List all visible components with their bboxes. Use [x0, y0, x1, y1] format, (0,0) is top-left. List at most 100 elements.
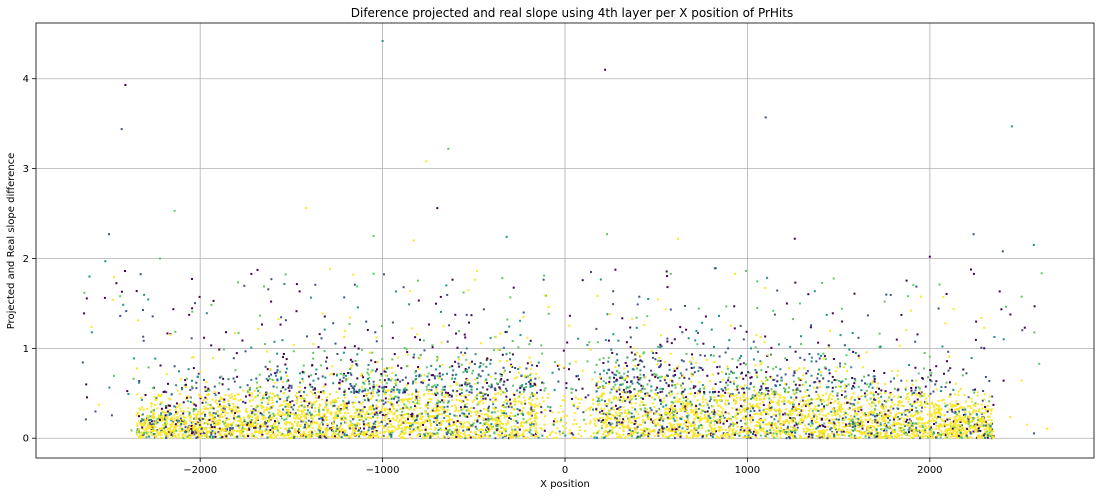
- data-point: [801, 413, 804, 416]
- data-point: [365, 320, 368, 323]
- data-point: [802, 428, 805, 430]
- data-point: [815, 435, 818, 437]
- data-point: [416, 416, 418, 419]
- data-point: [760, 412, 762, 414]
- data-point: [843, 425, 845, 428]
- data-point: [582, 411, 585, 414]
- data-point: [959, 387, 962, 390]
- data-point: [373, 413, 376, 416]
- data-point: [526, 336, 529, 339]
- data-point: [721, 436, 724, 439]
- data-point: [671, 416, 674, 419]
- data-point: [343, 407, 345, 410]
- data-point: [622, 426, 625, 429]
- data-point: [658, 417, 660, 420]
- data-point: [498, 349, 501, 351]
- data-point: [510, 364, 512, 367]
- data-point: [424, 426, 427, 429]
- data-point: [673, 426, 676, 429]
- data-point: [747, 407, 750, 410]
- data-point: [414, 399, 417, 402]
- data-point: [607, 356, 610, 359]
- data-point: [685, 421, 688, 424]
- data-point: [322, 431, 324, 434]
- data-point: [822, 394, 824, 397]
- data-point: [342, 351, 345, 354]
- data-point: [858, 405, 861, 408]
- data-point: [852, 392, 855, 395]
- data-point: [905, 410, 908, 413]
- data-point: [530, 434, 533, 437]
- data-point: [881, 407, 884, 410]
- data-point: [796, 429, 798, 432]
- data-point: [935, 436, 937, 439]
- data-point: [311, 386, 314, 388]
- data-point: [835, 379, 838, 382]
- data-point: [860, 408, 863, 411]
- data-point: [248, 386, 251, 389]
- data-point: [780, 426, 782, 429]
- data-point: [719, 395, 722, 398]
- data-point: [672, 417, 675, 420]
- data-point: [897, 388, 900, 391]
- data-point: [822, 352, 825, 355]
- data-point: [792, 430, 795, 433]
- data-point: [257, 386, 260, 389]
- data-point: [233, 415, 236, 418]
- data-point: [493, 417, 496, 420]
- data-point: [484, 380, 487, 383]
- data-point: [308, 411, 311, 414]
- data-point: [436, 384, 439, 387]
- data-point: [673, 437, 676, 440]
- data-point: [254, 421, 257, 424]
- data-point: [927, 376, 929, 379]
- data-point: [344, 435, 346, 438]
- data-point: [966, 427, 969, 430]
- data-point: [721, 412, 724, 415]
- data-point: [728, 373, 731, 376]
- data-point: [670, 417, 673, 420]
- data-point: [176, 416, 179, 419]
- data-point: [873, 434, 876, 437]
- data-point: [599, 376, 602, 379]
- data-point: [753, 428, 756, 431]
- data-point: [960, 435, 963, 437]
- data-point: [969, 413, 972, 416]
- data-point: [344, 412, 346, 415]
- data-point: [529, 361, 532, 364]
- data-point: [896, 436, 899, 439]
- data-point: [943, 402, 946, 405]
- data-point: [596, 417, 599, 420]
- data-point: [694, 385, 697, 388]
- data-point: [143, 424, 146, 427]
- data-point: [331, 372, 334, 375]
- data-point: [991, 434, 994, 437]
- data-point: [365, 395, 367, 397]
- data-point: [848, 420, 851, 423]
- data-point: [955, 413, 958, 416]
- data-point: [830, 427, 833, 429]
- data-point: [933, 411, 936, 414]
- data-point: [494, 397, 497, 399]
- data-point: [743, 436, 746, 439]
- data-point: [749, 383, 752, 386]
- data-point: [732, 415, 735, 418]
- data-point: [207, 403, 210, 406]
- data-point: [918, 387, 921, 390]
- data-point: [512, 384, 514, 387]
- data-point: [451, 418, 453, 421]
- data-point: [874, 415, 876, 418]
- data-point: [806, 395, 809, 397]
- data-point: [431, 344, 434, 347]
- data-point: [315, 433, 318, 435]
- data-point: [946, 428, 949, 431]
- data-point: [842, 366, 845, 368]
- data-point: [504, 331, 507, 334]
- data-point: [948, 436, 951, 439]
- data-point: [952, 432, 955, 435]
- data-point: [575, 422, 578, 425]
- data-point: [250, 412, 253, 415]
- data-point: [359, 415, 361, 418]
- data-point: [914, 389, 917, 392]
- data-point: [160, 417, 163, 420]
